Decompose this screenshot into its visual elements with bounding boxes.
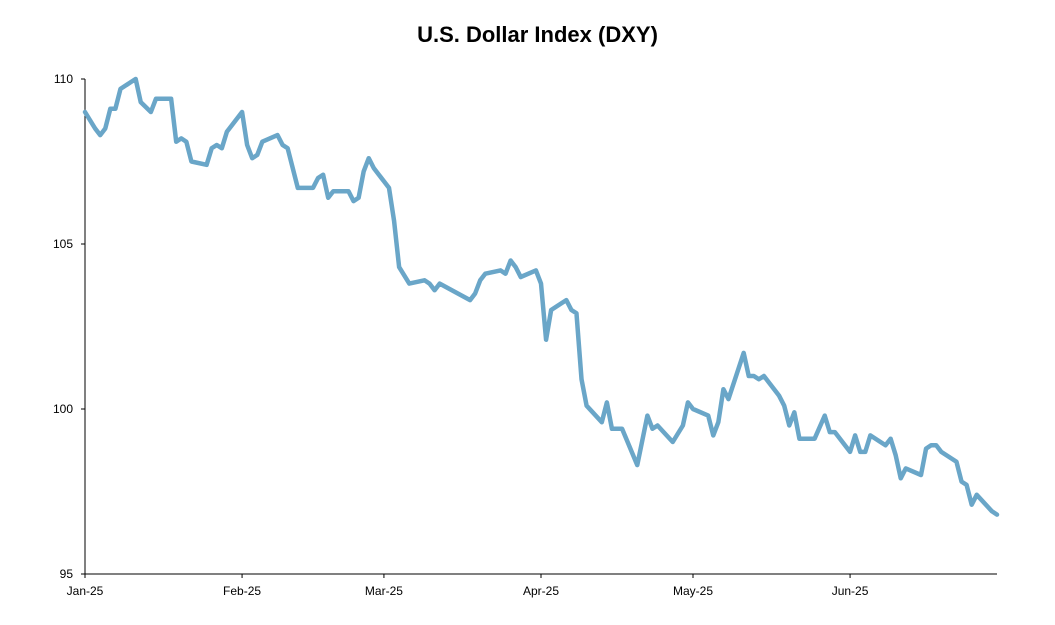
series-layer xyxy=(82,76,1000,517)
x-tick-label: Jan-25 xyxy=(67,584,104,598)
x-tick-label: May-25 xyxy=(673,584,713,598)
y-tick-label: 105 xyxy=(53,237,73,251)
series-line xyxy=(82,76,1000,517)
x-tick-label: Apr-25 xyxy=(523,584,559,598)
y-tick-label: 110 xyxy=(54,72,73,86)
axis-ticks: 95 100 105 110 Jan-25 Feb-25 Mar-25 Apr-25 May-2… xyxy=(53,72,869,598)
x-tick-label: Mar-25 xyxy=(365,584,403,598)
chart-axes xyxy=(84,79,997,575)
y-tick-label: 95 xyxy=(60,567,74,581)
x-tick-label: Feb-25 xyxy=(223,584,261,598)
chart-title: U.S. Dollar Index (DXY) xyxy=(417,22,658,47)
y-tick-label: 100 xyxy=(53,402,73,416)
x-tick-label: Jun-25 xyxy=(832,584,869,598)
